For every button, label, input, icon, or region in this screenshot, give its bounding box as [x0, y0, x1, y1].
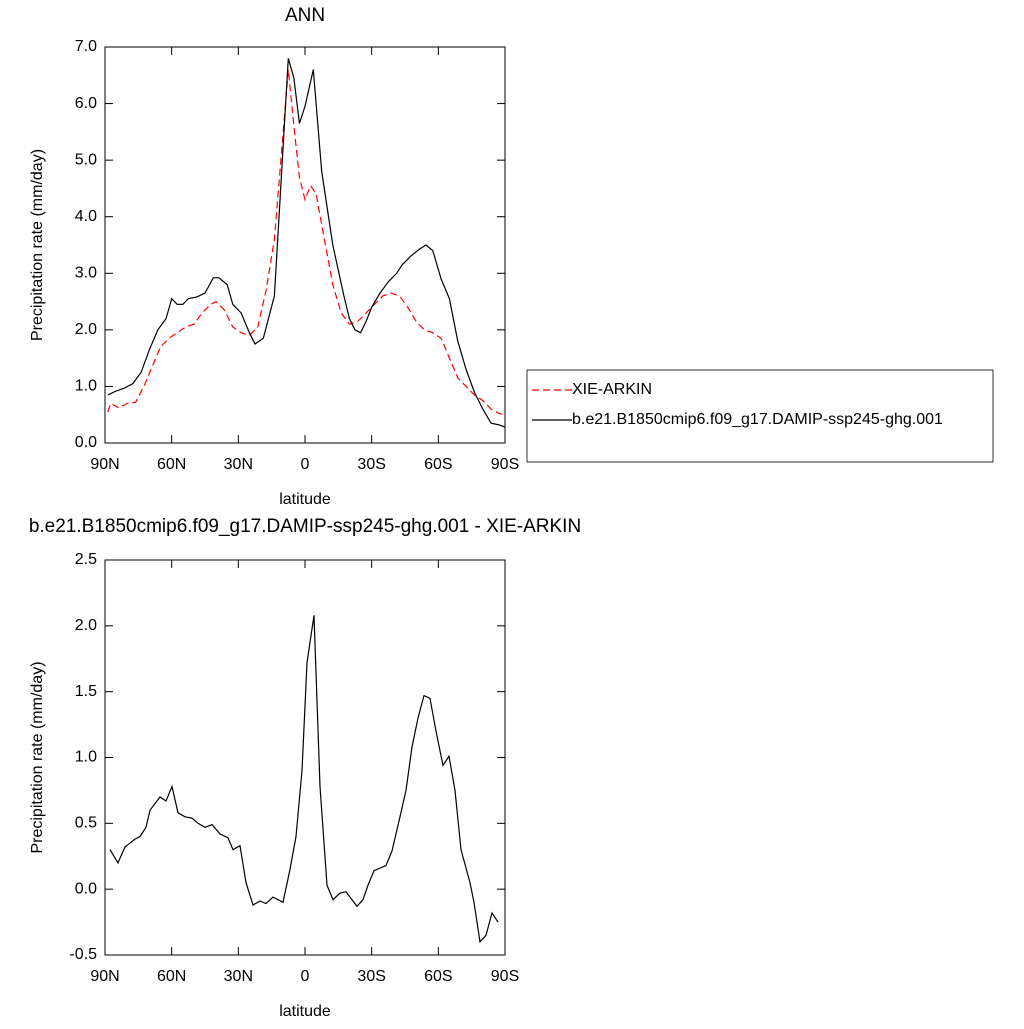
- y-tick-label: 2.0: [75, 617, 97, 634]
- y-tick-label: 0.0: [75, 880, 97, 897]
- y-tick-label: 3.0: [75, 265, 97, 282]
- x-tick-label: 90S: [491, 456, 519, 473]
- y-axis-label: Precipitation rate (mm/day): [29, 149, 46, 341]
- y-tick-label: 2.0: [75, 321, 97, 338]
- legend-box: [526, 369, 994, 463]
- x-tick-label: 60N: [157, 456, 186, 473]
- x-tick-label: 30S: [357, 456, 385, 473]
- legend-label: b.e21.B1850cmip6.f09_g17.DAMIP-ssp245-gh…: [572, 411, 943, 428]
- x-tick-label: 30N: [224, 968, 253, 985]
- x-tick-label: 90N: [90, 968, 119, 985]
- y-tick-label: 0.0: [75, 434, 97, 451]
- x-tick-label: 30N: [224, 456, 253, 473]
- x-tick-label: 60S: [424, 968, 452, 985]
- data-line: [109, 615, 499, 944]
- legend-label: XIE-ARKIN: [572, 381, 652, 398]
- data-line: [107, 69, 506, 416]
- x-tick-label: 60N: [157, 968, 186, 985]
- chart-title: ANN: [285, 5, 325, 26]
- y-tick-label: 1.0: [75, 749, 97, 766]
- y-tick-label: -0.5: [69, 946, 97, 963]
- x-tick-label: 90N: [90, 456, 119, 473]
- y-tick-label: 6.0: [75, 95, 97, 112]
- y-tick-label: 4.0: [75, 208, 97, 225]
- y-tick-label: 0.5: [75, 815, 97, 832]
- data-line: [107, 58, 506, 428]
- x-tick-label: 90S: [491, 968, 519, 985]
- y-tick-label: 1.0: [75, 378, 97, 395]
- x-axis-label: latitude: [279, 491, 331, 508]
- x-tick-label: 30S: [357, 968, 385, 985]
- y-tick-label: 7.0: [75, 38, 97, 55]
- y-tick-label: 2.5: [75, 551, 97, 568]
- y-tick-label: 1.5: [75, 683, 97, 700]
- plot-frame: [104, 559, 506, 956]
- chart-title: b.e21.B1850cmip6.f09_g17.DAMIP-ssp245-gh…: [29, 516, 581, 537]
- x-axis-label: latitude: [279, 1003, 331, 1020]
- x-tick-label: 0: [301, 456, 310, 473]
- x-tick-label: 0: [301, 968, 310, 985]
- x-tick-label: 60S: [424, 456, 452, 473]
- y-tick-label: 5.0: [75, 151, 97, 168]
- y-axis-label: Precipitation rate (mm/day): [29, 661, 46, 853]
